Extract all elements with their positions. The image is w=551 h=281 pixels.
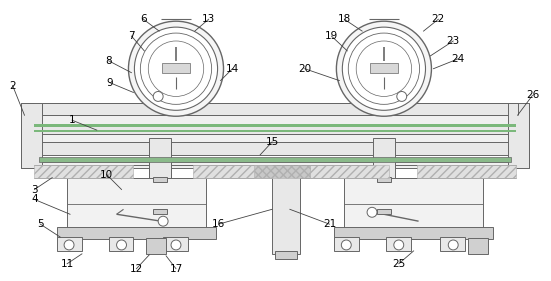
Bar	[193, 165, 272, 178]
Text: 17: 17	[169, 264, 182, 274]
Text: 8: 8	[105, 56, 112, 66]
Bar	[468, 238, 488, 254]
Bar	[67, 178, 206, 231]
Bar	[162, 63, 190, 73]
Circle shape	[449, 240, 458, 250]
Bar	[34, 124, 516, 127]
Bar	[377, 177, 391, 182]
Bar	[396, 214, 415, 219]
Bar	[386, 237, 410, 251]
Bar	[34, 115, 516, 124]
Text: 7: 7	[128, 31, 135, 41]
Circle shape	[171, 240, 181, 250]
Bar	[334, 227, 493, 239]
Text: 15: 15	[266, 137, 279, 147]
Circle shape	[128, 21, 224, 116]
Text: 19: 19	[325, 31, 338, 41]
Bar	[122, 234, 142, 239]
Circle shape	[348, 33, 419, 104]
Circle shape	[117, 240, 127, 250]
Bar	[254, 165, 310, 178]
Bar	[275, 251, 297, 259]
Bar	[34, 162, 516, 168]
Bar	[34, 134, 516, 142]
Bar	[117, 178, 146, 214]
Text: 3: 3	[31, 185, 37, 194]
Circle shape	[64, 240, 74, 250]
Bar	[272, 165, 300, 254]
Circle shape	[397, 92, 407, 101]
Bar	[122, 214, 142, 219]
Text: 16: 16	[212, 219, 225, 229]
Text: 13: 13	[202, 14, 215, 24]
Bar	[310, 165, 389, 178]
Bar	[57, 227, 215, 239]
Bar	[146, 238, 166, 254]
Circle shape	[134, 27, 218, 110]
Bar	[344, 178, 483, 231]
Bar	[153, 209, 167, 214]
Circle shape	[141, 33, 212, 104]
Bar	[39, 157, 511, 162]
Bar	[34, 142, 516, 155]
Text: 26: 26	[526, 90, 539, 100]
Bar	[377, 209, 391, 214]
Text: 21: 21	[323, 219, 336, 229]
Text: 25: 25	[392, 259, 406, 269]
Bar	[153, 177, 167, 182]
Text: 18: 18	[338, 14, 351, 24]
Text: 1: 1	[69, 115, 75, 125]
Bar	[417, 165, 516, 178]
Bar	[34, 130, 516, 132]
Text: 11: 11	[61, 259, 74, 269]
Text: 6: 6	[140, 14, 147, 24]
Circle shape	[341, 240, 351, 250]
Bar	[391, 178, 420, 214]
Text: 9: 9	[106, 78, 113, 88]
Circle shape	[367, 207, 377, 217]
Bar	[507, 103, 530, 168]
Text: 12: 12	[130, 264, 143, 274]
Bar	[34, 165, 133, 178]
Circle shape	[153, 92, 163, 101]
Bar	[376, 56, 392, 115]
Circle shape	[356, 41, 412, 96]
Bar	[20, 103, 42, 168]
Text: 2: 2	[9, 81, 16, 90]
Bar	[57, 237, 82, 251]
Text: 24: 24	[452, 54, 465, 64]
Bar	[163, 237, 188, 251]
Bar	[440, 237, 465, 251]
Circle shape	[148, 41, 204, 96]
Circle shape	[158, 216, 168, 226]
Text: 4: 4	[31, 194, 37, 204]
Bar	[109, 237, 133, 251]
Text: 5: 5	[37, 219, 44, 229]
Bar	[34, 124, 516, 134]
Bar	[34, 103, 516, 115]
Circle shape	[342, 27, 425, 110]
Bar	[370, 63, 398, 73]
Circle shape	[394, 240, 404, 250]
Text: 14: 14	[226, 64, 239, 74]
Text: 10: 10	[100, 170, 114, 180]
Bar	[334, 237, 359, 251]
Bar	[396, 234, 415, 239]
Bar	[373, 138, 395, 178]
Bar	[149, 138, 171, 178]
Text: 23: 23	[447, 36, 460, 46]
Text: 22: 22	[432, 14, 445, 24]
Bar	[168, 56, 184, 115]
Circle shape	[337, 21, 431, 116]
Text: 20: 20	[298, 64, 311, 74]
